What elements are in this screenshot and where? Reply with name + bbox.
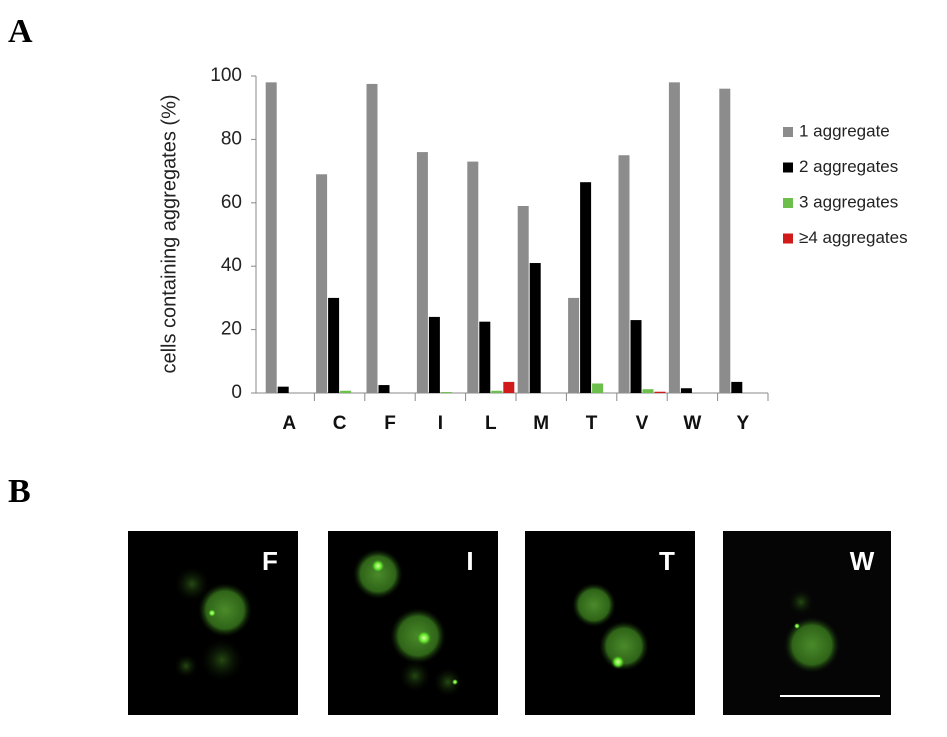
bar (277, 386, 289, 393)
bar (328, 297, 340, 393)
bar (479, 321, 491, 393)
x-tick-label: T (586, 413, 598, 434)
image-label: W (850, 546, 875, 576)
x-tick-label: L (485, 413, 497, 434)
legend-label: 1 aggregate (799, 121, 890, 140)
bar (668, 82, 680, 393)
bar (340, 390, 352, 393)
image-label: F (262, 546, 278, 576)
bar (731, 381, 743, 393)
legend-swatch (783, 198, 793, 208)
bar (529, 263, 541, 393)
y-axis-label: cells containing aggregates (%) (158, 94, 180, 373)
bar (517, 205, 529, 393)
legend-swatch (783, 162, 793, 173)
bar (580, 182, 592, 393)
bar (378, 385, 390, 393)
bar (503, 381, 515, 393)
x-tick-label: C (333, 413, 347, 434)
bar (680, 388, 692, 393)
bar (265, 82, 277, 393)
x-tick-label: W (683, 413, 701, 434)
bar (568, 297, 580, 393)
bar (630, 320, 642, 393)
bar (316, 174, 328, 393)
y-tick-label: 40 (221, 255, 242, 276)
y-tick-label: 0 (231, 382, 242, 403)
bar (642, 389, 654, 393)
legend-swatch (783, 127, 793, 137)
y-tick-label: 100 (210, 65, 242, 86)
x-tick-label: I (438, 413, 443, 434)
bar (654, 391, 666, 393)
legend-label: ≥4 aggregates (799, 228, 908, 247)
x-tick-label: A (282, 413, 296, 434)
bar (440, 392, 452, 393)
bar (416, 152, 428, 393)
bar (366, 83, 378, 394)
y-tick-label: 60 (221, 192, 242, 213)
micrograph (128, 531, 298, 715)
bar (719, 88, 731, 394)
micrograph (328, 531, 498, 715)
bar (467, 161, 479, 393)
bar (592, 383, 604, 393)
panel-label: B (8, 473, 31, 510)
x-tick-label: Y (736, 413, 749, 434)
micrograph (723, 531, 891, 715)
bar (428, 316, 440, 393)
panel-label: A (8, 13, 33, 50)
image-label: T (659, 546, 675, 576)
bar (618, 155, 630, 393)
legend-label: 3 aggregates (799, 192, 898, 211)
image-label: I (466, 546, 473, 576)
y-tick-label: 20 (221, 319, 242, 340)
micrograph (525, 531, 695, 715)
legend-label: 2 aggregates (799, 157, 898, 176)
bar (491, 390, 503, 393)
y-tick-label: 80 (221, 128, 242, 149)
legend-swatch (783, 233, 793, 244)
x-tick-label: F (384, 413, 396, 434)
x-tick-label: V (636, 413, 649, 434)
x-tick-label: M (533, 413, 549, 434)
